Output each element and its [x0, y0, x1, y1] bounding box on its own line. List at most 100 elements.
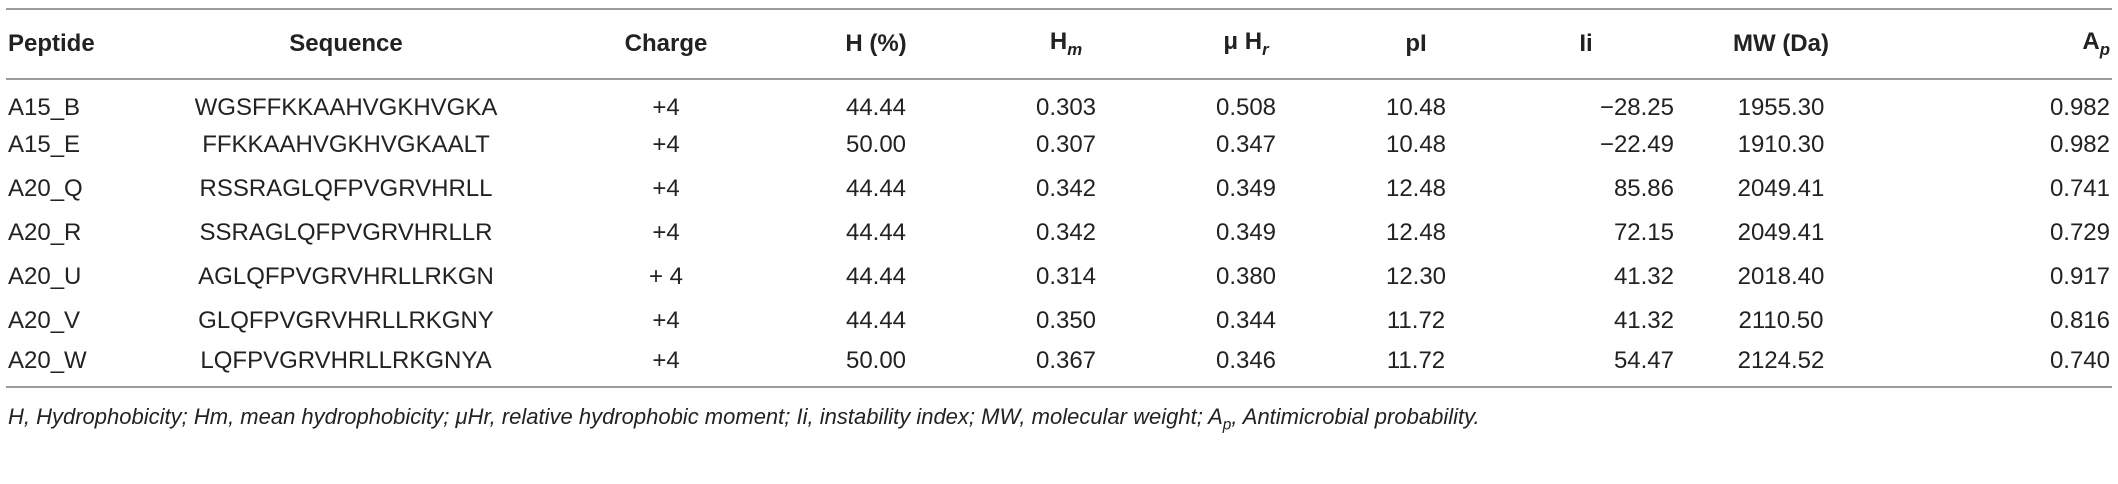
header-hydrophobicity: H (%)	[776, 8, 976, 80]
cell-muhr: 0.349	[1215, 175, 1277, 202]
cell-ap: 0.729	[2049, 219, 2110, 246]
cell-h: 44.44	[845, 219, 907, 246]
cell-ii: 72.15	[1613, 219, 1674, 246]
cell-pi: 12.30	[1385, 263, 1447, 290]
cell-charge: +4	[556, 343, 776, 388]
table-row: A20_V GLQFPVGRVHRLLRKGNY +4 44.44 0.350 …	[6, 299, 2112, 343]
footnote-text: H, Hydrophobicity; Hm, mean hydrophobici…	[8, 404, 1223, 429]
table-container: Peptide Sequence Charge H (%) Hm μ Hr pI…	[6, 8, 2112, 434]
cell-mw: 1910.30	[1737, 131, 1825, 158]
header-peptide: Peptide	[6, 8, 136, 80]
cell-ii: −22.49	[1599, 131, 1674, 158]
cell-ii: 85.86	[1613, 175, 1674, 202]
cell-ii: 41.32	[1613, 263, 1674, 290]
header-row: Peptide Sequence Charge H (%) Hm μ Hr pI…	[6, 8, 2112, 80]
cell-peptide: A20_U	[8, 263, 82, 290]
cell-sequence: LQFPVGRVHRLLRKGNYA	[136, 343, 556, 388]
cell-hm: 0.314	[1035, 263, 1097, 290]
table-row: A15_E FFKKAAHVGKHVGKAALT +4 50.00 0.307 …	[6, 123, 2112, 167]
table-body: A15_B WGSFFKKAAHVGKHVGKA +4 44.44 0.303 …	[6, 79, 2112, 388]
cell-charge: +4	[652, 93, 680, 121]
cell-hm: 0.342	[1035, 175, 1097, 202]
cell-hm: 0.342	[1035, 219, 1097, 246]
header-hydrophobic-moment: μ Hr	[1156, 8, 1336, 80]
cell-mw: 2049.41	[1737, 175, 1825, 202]
cell-muhr: 0.344	[1215, 307, 1277, 334]
cell-muhr: 0.508	[1215, 93, 1277, 121]
cell-h: 44.44	[845, 307, 907, 334]
table-row: A20_W LQFPVGRVHRLLRKGNYA +4 50.00 0.367 …	[6, 343, 2112, 388]
header-molecular-weight: MW (Da)	[1676, 8, 1886, 80]
table-row: A20_U AGLQFPVGRVHRLLRKGN + 4 44.44 0.314…	[6, 255, 2112, 299]
footnote-sub: p	[1222, 416, 1232, 434]
cell-hm: 0.307	[1035, 131, 1097, 158]
cell-h: 50.00	[845, 131, 907, 158]
cell-ii: −28.25	[1599, 93, 1674, 121]
cell-charge: + 4	[648, 263, 684, 290]
cell-charge: +4	[652, 219, 680, 246]
cell-hm: 0.350	[1035, 307, 1097, 334]
cell-charge: +4	[652, 131, 680, 158]
cell-peptide: A20_W	[6, 343, 136, 388]
cell-hm: 0.303	[1035, 93, 1097, 121]
cell-muhr: 0.347	[1215, 131, 1277, 158]
table-row: A20_R SSRAGLQFPVGRVHRLLR +4 44.44 0.342 …	[6, 211, 2112, 255]
cell-ap: 0.982	[2049, 93, 2110, 121]
cell-pi: 12.48	[1385, 175, 1447, 202]
cell-mw: 1955.30	[1737, 93, 1825, 121]
cell-ap: 0.816	[2049, 307, 2110, 334]
table-row: A15_B WGSFFKKAAHVGKHVGKA +4 44.44 0.303 …	[6, 79, 2112, 123]
table-header: Peptide Sequence Charge H (%) Hm μ Hr pI…	[6, 8, 2112, 80]
header-hm-sub: m	[1067, 39, 1083, 59]
cell-pi: 10.48	[1385, 131, 1447, 158]
cell-mw: 2049.41	[1737, 219, 1825, 246]
cell-charge: +4	[652, 175, 680, 202]
cell-muhr: 0.346	[1156, 343, 1336, 388]
cell-ap: 0.741	[2049, 175, 2110, 202]
header-muhr-sub: r	[1262, 39, 1269, 59]
cell-hm: 0.367	[976, 343, 1156, 388]
cell-peptide: A20_Q	[8, 175, 83, 202]
cell-mw: 2110.50	[1738, 307, 1824, 334]
cell-pi: 10.48	[1385, 93, 1447, 121]
cell-sequence: AGLQFPVGRVHRLLRKGN	[198, 263, 494, 290]
cell-peptide: A15_B	[8, 93, 81, 121]
header-muhr-base: μ H	[1223, 28, 1263, 56]
cell-h: 44.44	[845, 93, 907, 121]
cell-peptide: A20_R	[8, 219, 82, 246]
cell-h: 44.44	[845, 263, 907, 290]
header-ap-base: A	[2082, 28, 2100, 56]
header-instability-index: Ii	[1496, 8, 1676, 80]
header-hm-base: H	[1049, 28, 1068, 56]
cell-muhr: 0.349	[1215, 219, 1277, 246]
header-ap-sub: p	[2099, 39, 2110, 59]
cell-sequence: GLQFPVGRVHRLLRKGNY	[198, 307, 494, 334]
cell-muhr: 0.380	[1215, 263, 1277, 290]
cell-sequence: FFKKAAHVGKHVGKAALT	[202, 131, 490, 158]
cell-pi: 11.72	[1336, 343, 1496, 388]
cell-ii: 54.47	[1496, 343, 1676, 388]
cell-ap: 0.982	[2049, 131, 2110, 158]
cell-h: 50.00	[776, 343, 976, 388]
table-footnote: H, Hydrophobicity; Hm, mean hydrophobici…	[6, 404, 2112, 434]
cell-mw: 2018.40	[1737, 263, 1825, 290]
header-sequence: Sequence	[136, 8, 556, 80]
header-pi: pI	[1336, 8, 1496, 80]
cell-peptide: A15_E	[8, 131, 81, 158]
cell-ap: 0.740	[1886, 343, 2112, 388]
header-charge: Charge	[556, 8, 776, 80]
cell-sequence: WGSFFKKAAHVGKHVGKA	[194, 93, 498, 121]
cell-sequence: RSSRAGLQFPVGRVHRLL	[199, 175, 493, 202]
cell-mw: 2124.52	[1676, 343, 1886, 388]
peptide-properties-table: Peptide Sequence Charge H (%) Hm μ Hr pI…	[6, 8, 2112, 388]
cell-sequence: SSRAGLQFPVGRVHRLLR	[199, 219, 493, 246]
cell-pi: 12.48	[1385, 219, 1447, 246]
table-row: A20_Q RSSRAGLQFPVGRVHRLL +4 44.44 0.342 …	[6, 167, 2112, 211]
cell-peptide: A20_V	[8, 307, 81, 334]
cell-ap: 0.917	[2049, 263, 2110, 290]
cell-charge: +4	[652, 307, 680, 334]
header-mean-hydrophobicity: Hm	[976, 8, 1156, 80]
cell-pi: 11.72	[1386, 307, 1446, 334]
header-antimicrobial-probability: Ap	[1886, 8, 2112, 80]
cell-h: 44.44	[845, 175, 907, 202]
